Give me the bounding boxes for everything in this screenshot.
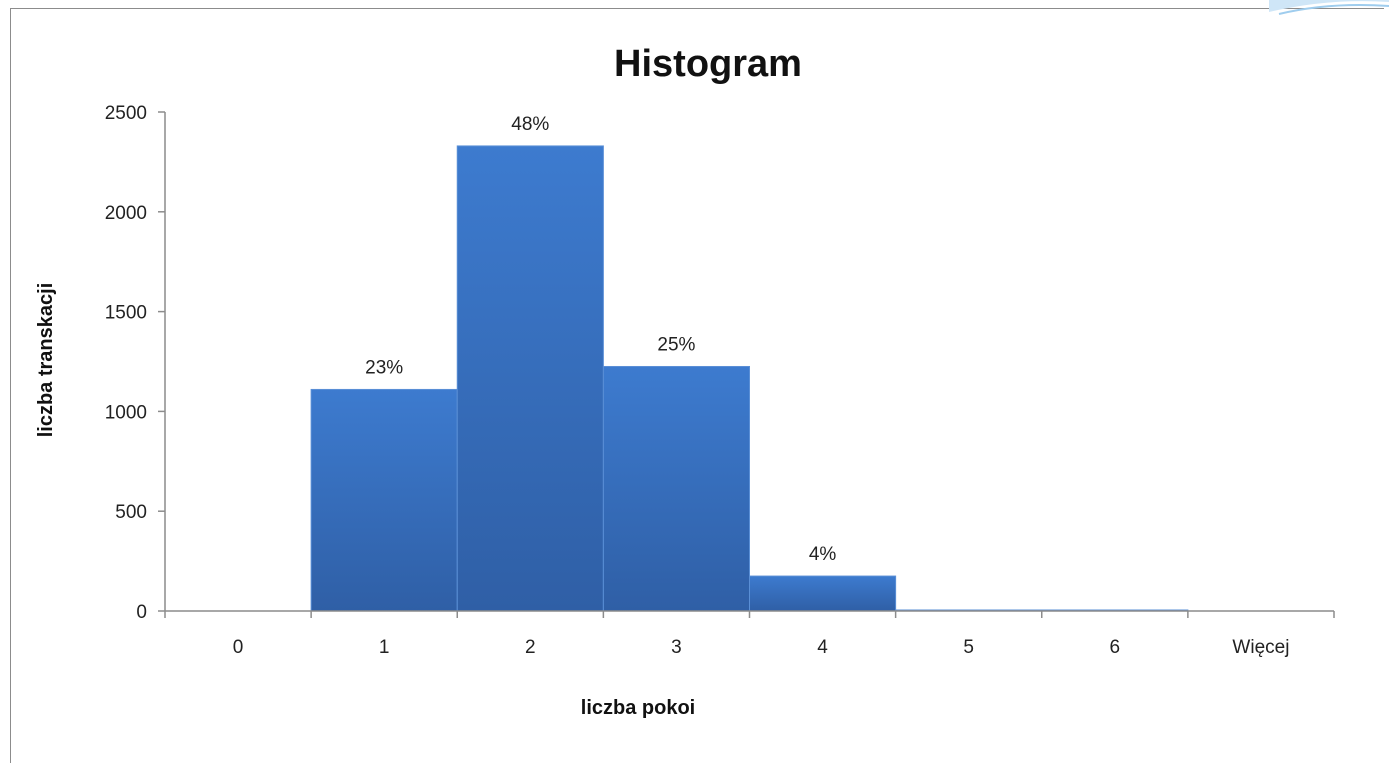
x-tick-label: 4: [817, 637, 828, 658]
data-label: 48%: [511, 114, 549, 135]
bars-layer: [310, 145, 1189, 612]
x-tick-label: 6: [1110, 637, 1121, 658]
y-tick-label: 500: [115, 502, 147, 523]
data-label: 23%: [365, 357, 403, 378]
x-tick-label: 3: [671, 637, 682, 658]
corner-decoration: [1269, 0, 1389, 15]
chart-frame: [10, 8, 1384, 763]
x-tick-label: 5: [963, 637, 974, 658]
x-tick-label: Więcej: [1232, 637, 1289, 658]
bar-1: [310, 388, 458, 612]
x-tick-label: 2: [525, 637, 536, 658]
bar-2: [456, 145, 604, 612]
y-axis-title: liczba transkacji: [35, 283, 57, 438]
bar-3: [602, 365, 750, 612]
bar-4: [749, 575, 897, 612]
y-tick-label: 0: [136, 602, 147, 623]
y-tick-label: 2000: [105, 203, 147, 224]
y-tick-label: 2500: [105, 103, 147, 124]
data-label: 25%: [657, 334, 695, 355]
labels-layer: 0 500 1000 1500 2000 2500 0 1 2 3 4 5 6 Więcej 23% 48% 2…: [105, 103, 1290, 658]
x-tick-label: 1: [379, 637, 390, 658]
y-tick-label: 1500: [105, 303, 147, 324]
x-tick-label: 0: [233, 637, 244, 658]
chart-title: Histogram: [614, 43, 802, 85]
x-axis-title: liczba pokoi: [581, 697, 695, 719]
axes-layer: [158, 111, 1335, 618]
data-label: 4%: [809, 544, 837, 565]
y-tick-label: 1000: [105, 402, 147, 423]
